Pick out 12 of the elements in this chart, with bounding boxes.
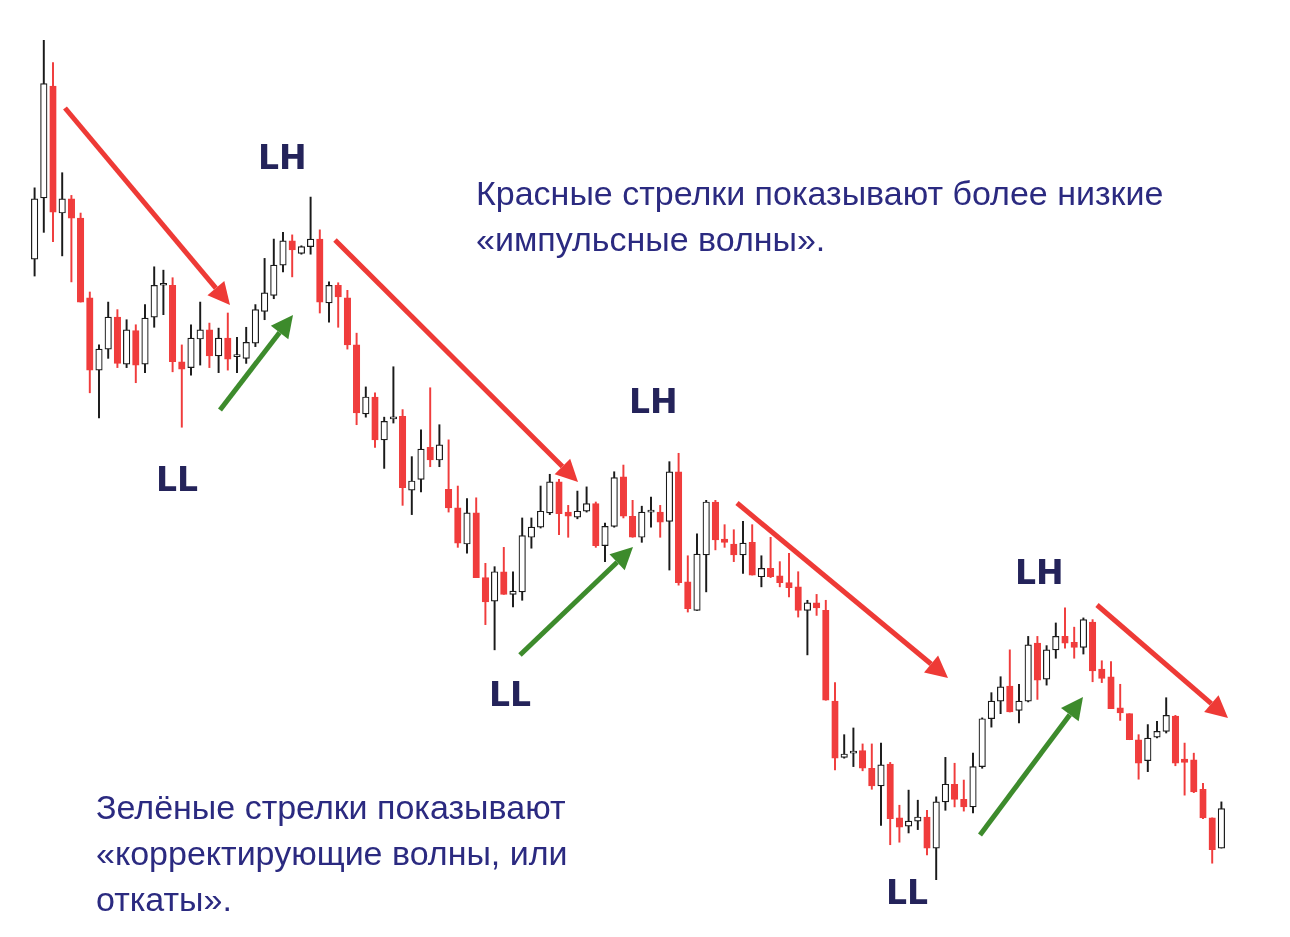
annotation: LL <box>156 460 199 499</box>
candlestick <box>233 337 241 373</box>
candlestick <box>159 269 167 316</box>
annotation: LL <box>489 675 532 714</box>
annotation: Зелёные стрелки показывают «корректирующие волны, или откаты». <box>96 787 569 920</box>
annotation: LL <box>886 873 929 912</box>
candlestick <box>1181 742 1189 796</box>
annotation: LH <box>629 382 678 421</box>
annotation: Красные стрелки показывают более низкие «импульсные волны». <box>476 173 1165 260</box>
annotation: LH <box>1015 553 1064 592</box>
candlestick <box>509 571 517 608</box>
annotation: LH <box>258 138 307 177</box>
